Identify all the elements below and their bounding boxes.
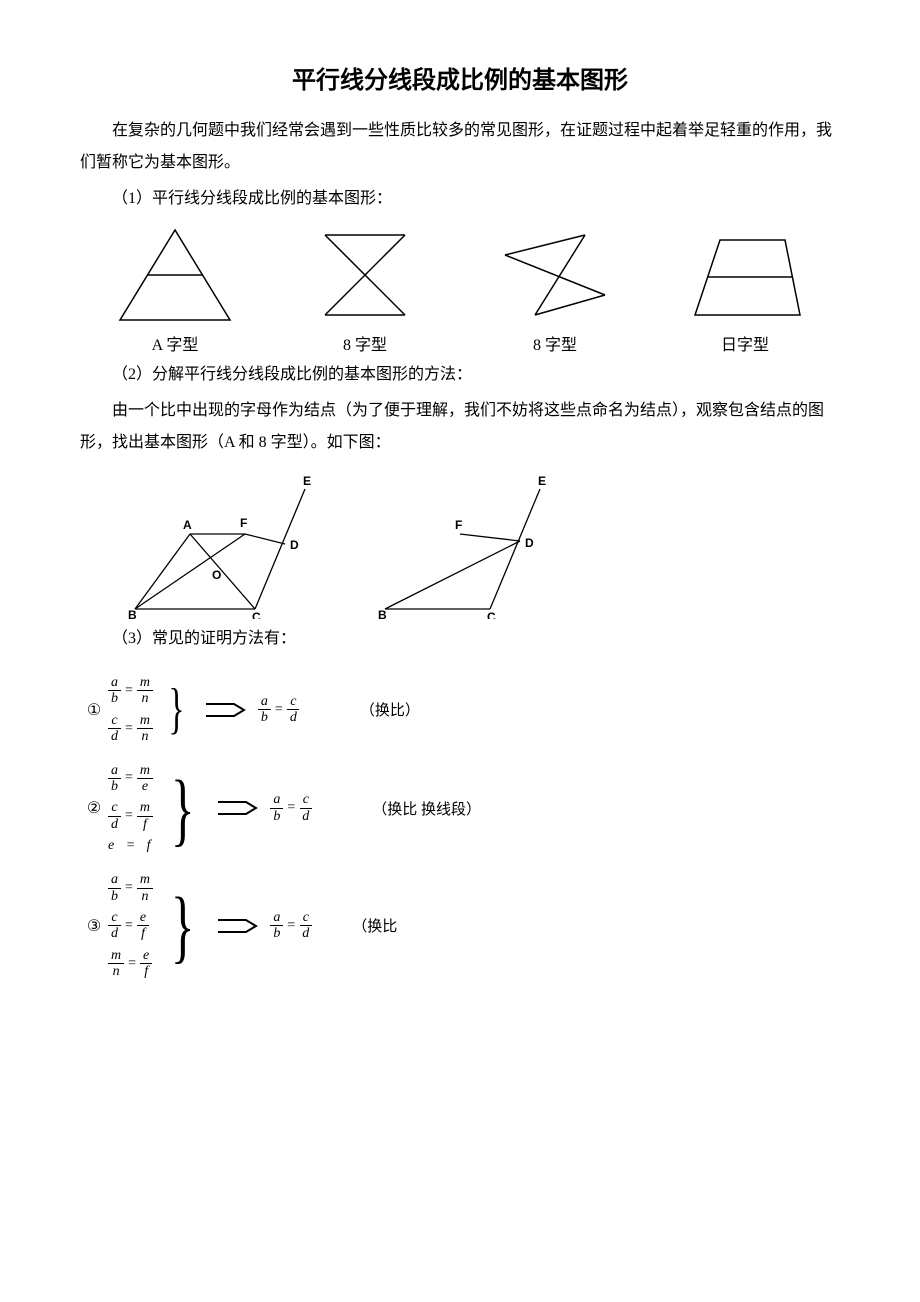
section-3-heading: （3）常见的证明方法有： [80,623,840,655]
trapezoid-ri-icon [675,225,815,325]
shape-eight-1-label: 8 字型 [343,331,387,355]
proof3-lhs: ab = mn cd = ef mn = ef [108,872,159,979]
shape-eight-2-label: 8 字型 [533,331,577,355]
implies-arrow-icon-3 [216,916,260,936]
shape-a-type: A 字型 [105,225,245,355]
label-D2: D [525,536,534,550]
proof3-note: （换比 [352,915,397,936]
label-B2: B [378,608,387,619]
circled-one: ① [80,700,108,720]
proof-row-1: ① ab = mn cd = mn } ab = cd （换比） [80,675,840,745]
proof1-rhs: ab = cd [258,694,300,726]
label-C: C [252,610,261,619]
decompose-row: E A F D O B C E F D B C [120,469,840,619]
label-E2: E [538,474,546,488]
implies-arrow-icon [204,700,248,720]
intro-paragraph: 在复杂的几何题中我们经常会遇到一些性质比较多的常见图形，在证题过程中起着举足轻重… [80,115,840,179]
label-D: D [290,538,299,552]
proof2-rhs: ab = cd [270,792,312,824]
shape-a-label: A 字型 [152,331,199,355]
section-2-body: 由一个比中出现的字母作为结点（为了便于理解，我们不妨将这些点命名为结点），观察包… [80,395,840,459]
shape-ri: 日字型 [675,225,815,355]
proof-methods: ① ab = mn cd = mn } ab = cd （换比） [80,675,840,979]
implies-arrow-icon-2 [216,798,260,818]
shape-eight-2: 8 字型 [485,225,625,355]
hourglass-1-icon [295,225,435,325]
hourglass-2-icon [485,225,625,325]
label-B: B [128,608,137,619]
decompose-fig-right: E F D B C [370,469,560,619]
brace-icon-3: } [169,893,197,959]
proof-row-2: ② ab = me cd = mf e = f } ab = c [80,763,840,855]
circled-three: ③ [80,916,108,936]
basic-shapes-row: A 字型 8 字型 8 字型 [80,225,840,355]
page-title: 平行线分线段成比例的基本图形 [80,60,840,95]
brace-icon: } [166,687,187,732]
triangle-a-icon [105,225,245,325]
proof-row-3: ③ ab = mn cd = ef mn = ef } [80,872,840,979]
section-2-heading: （2）分解平行线分线段成比例的基本图形的方法： [80,359,840,391]
label-O: O [212,568,221,582]
proof1-note: （换比） [360,699,420,720]
circled-two: ② [80,798,108,818]
brace-icon-2: } [169,776,197,842]
label-C2: C [487,610,496,619]
label-F: F [240,516,247,530]
label-E: E [303,474,311,488]
label-F2: F [455,518,462,532]
decompose-fig-left: E A F D O B C [120,469,340,619]
proof2-note: （换比 换线段） [372,798,481,819]
section-1-heading: （1）平行线分线段成比例的基本图形： [80,183,840,215]
label-A: A [183,518,192,532]
shape-ri-label: 日字型 [721,331,769,355]
proof1-lhs: ab = mn cd = mn [108,675,159,745]
proof3-rhs: ab = cd [270,910,312,942]
shape-eight-1: 8 字型 [295,225,435,355]
proof2-lhs: ab = me cd = mf e = f [108,763,159,855]
